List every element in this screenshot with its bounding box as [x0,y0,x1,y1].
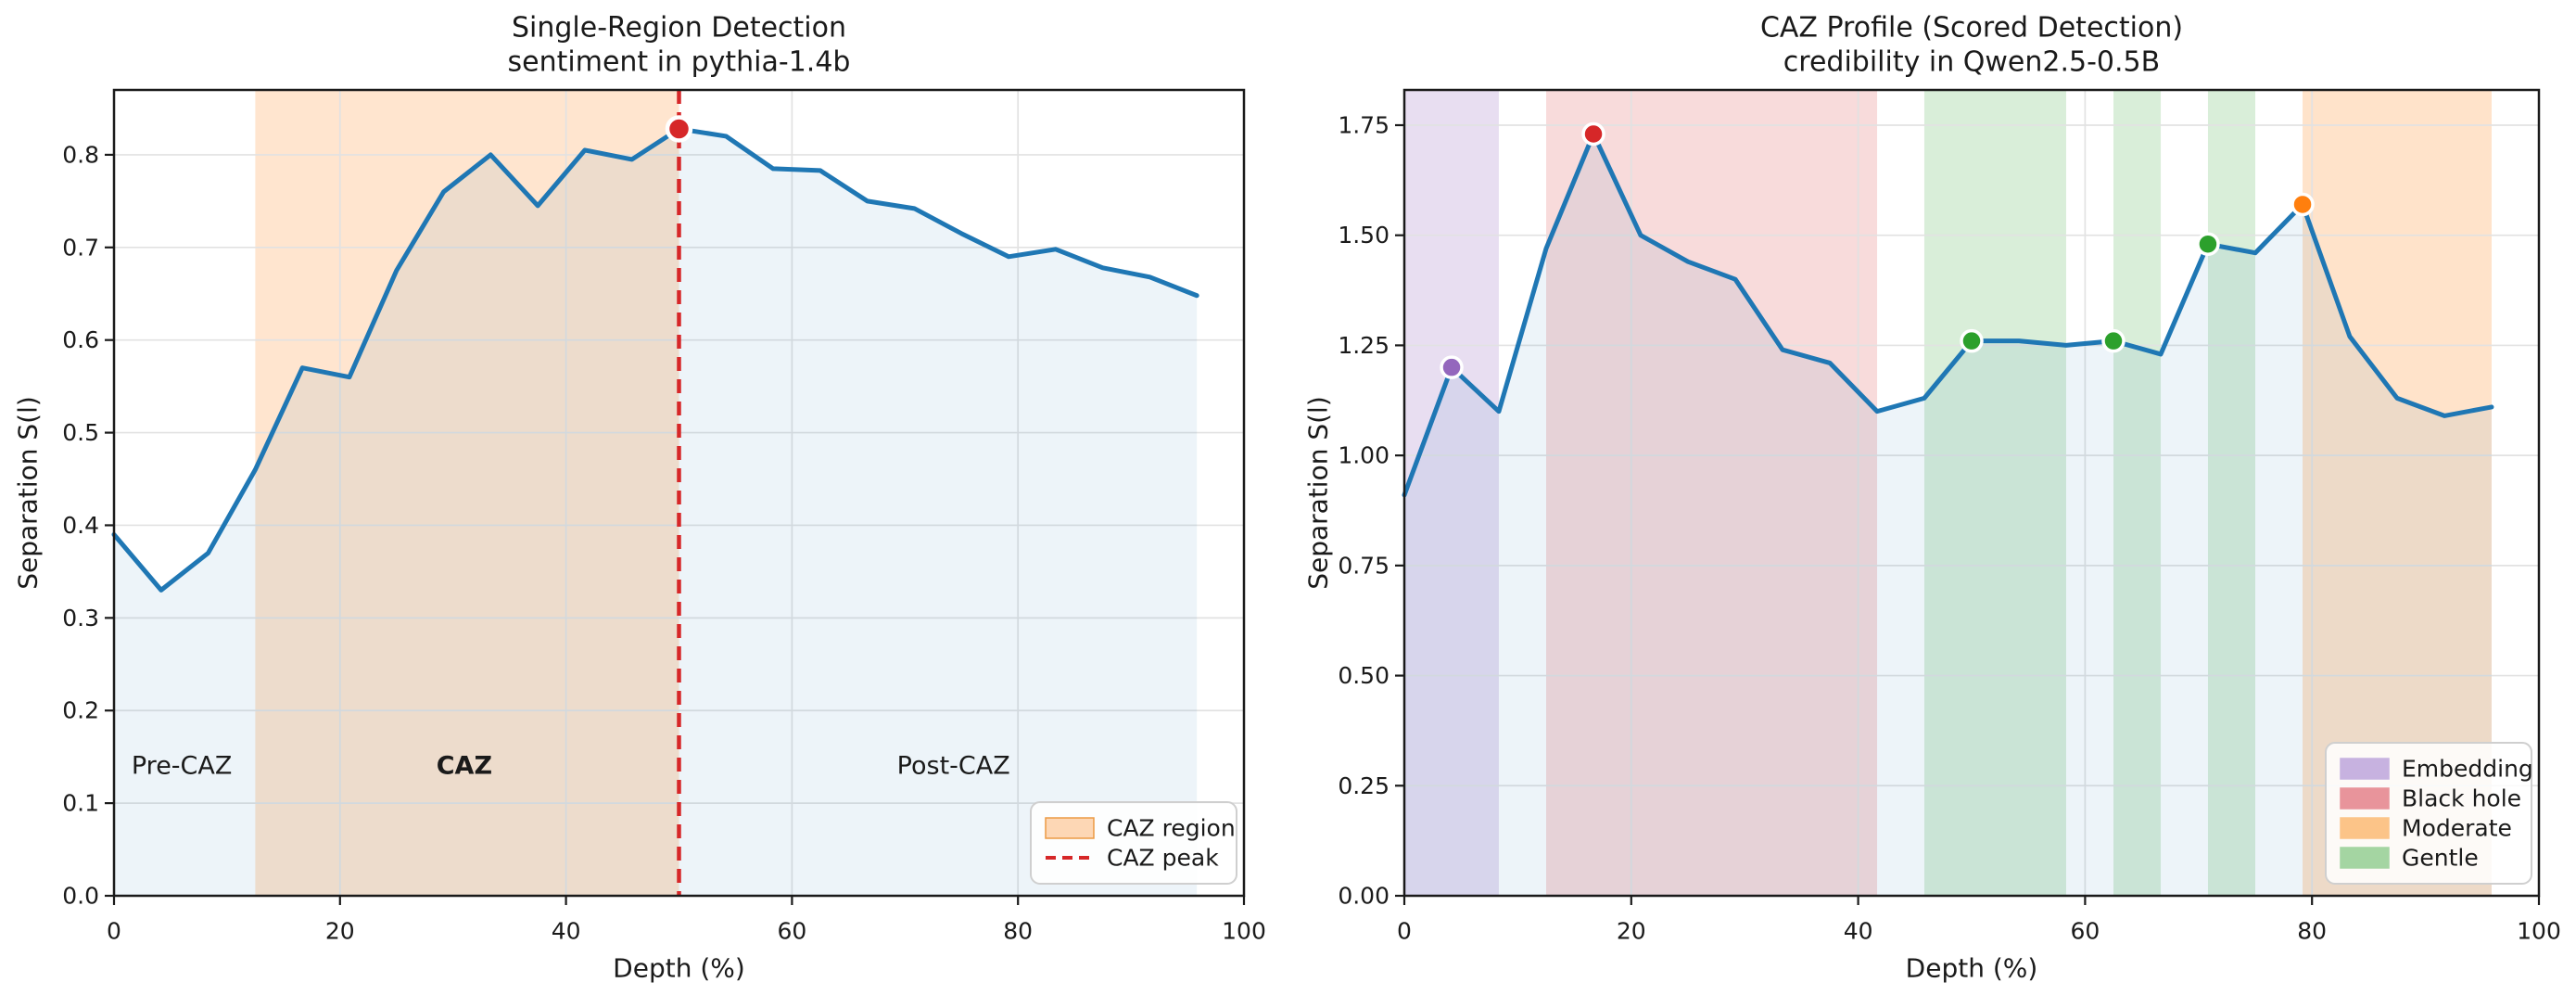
band-gentle-3 [2113,90,2162,896]
x-tick-label: 40 [1844,918,1873,945]
x-tick-label: 100 [2517,918,2561,945]
y-tick-label: 0.75 [1338,552,1390,579]
caz-peak-marker [665,115,693,143]
moderate-marker [2290,192,2315,217]
annotation-post-caz: Post-CAZ [897,752,1010,781]
y-tick-label: 1.25 [1338,332,1390,359]
x-tick-label: 80 [2297,918,2327,945]
y-tick-label: 0.00 [1338,883,1390,910]
series-line [1402,131,2494,498]
y-tick-label: 1.75 [1338,111,1390,138]
annotation-pre-caz: Pre-CAZ [132,752,233,781]
legend-swatch-gentle [2340,847,2390,869]
y-tick-label: 0.3 [62,605,99,631]
annotation-caz: CAZ [437,752,492,781]
band-embedding-0 [1404,90,1499,896]
axes-frame [112,88,1246,898]
y-tick-label: 0.4 [62,512,99,539]
gentle-marker-1 [1960,328,1984,353]
x-tick-label: 0 [107,918,121,945]
band-caz-region-0 [255,90,679,896]
y-tick-label: 0.25 [1338,772,1390,799]
band-gentle-4 [2207,90,2255,896]
gentle-marker-2 [2101,328,2126,353]
y-tick-label: 0.2 [62,697,99,724]
legend-label-moderate: Moderate [2402,815,2512,842]
y-axis-label: Separation S(l) [13,396,44,590]
series-area-fill [114,128,1198,896]
y-tick-label: 0.1 [62,790,99,817]
legend-label-caz-peak: CAZ peak [1107,845,1219,872]
x-axis-label: Depth (%) [1906,953,2038,984]
chart-title: CAZ Profile (Scored Detection) [1760,12,2183,45]
legend-box [1030,801,1237,885]
legend-swatch-embedding [2340,758,2390,780]
y-tick-label: 1.00 [1338,442,1390,469]
legend-label-caz-region: CAZ region [1107,815,1236,842]
x-tick-label: 40 [552,918,581,945]
legend-swatch-caz-region [1045,817,1095,839]
band-gentle-2 [1923,90,2066,896]
y-tick-label: 0.0 [62,883,99,910]
y-tick-label: 0.5 [62,419,99,446]
legend-label-gentle: Gentle [2402,845,2479,872]
legend-label-black-hole: Black hole [2402,785,2521,812]
chart-title: Single-Region Detection [512,12,846,45]
chart-subtitle: sentiment in pythia-1.4b [508,46,851,79]
band-black-hole-1 [1546,90,1878,896]
chart-subtitle: credibility in Qwen2.5-0.5B [1783,46,2160,79]
blackhole-marker [1581,121,1605,147]
x-axis-label: Depth (%) [613,953,745,984]
x-tick-label: 20 [1617,918,1646,945]
legend-swatch-moderate [2340,817,2390,839]
x-tick-label: 0 [1397,918,1412,945]
x-tick-label: 20 [325,918,355,945]
axes-frame [1402,88,2541,898]
y-axis-label: Separation S(l) [1303,396,1334,590]
embedding-marker [1440,355,1464,379]
x-tick-label: 100 [1222,918,1266,945]
legend-swatch-black-hole [2340,787,2390,810]
legend-label-embedding: Embedding [2402,756,2533,783]
x-tick-label: 60 [2070,918,2100,945]
y-tick-label: 0.50 [1338,662,1390,689]
series-line [111,126,1199,593]
x-tick-label: 80 [1003,918,1033,945]
legend: CAZ region CAZ peak [1030,801,1237,885]
x-tick-label: 60 [777,918,806,945]
y-tick-label: 0.8 [62,141,99,168]
y-tick-label: 1.50 [1338,222,1390,249]
y-tick-label: 0.7 [62,234,99,261]
gentle-marker-3 [2196,232,2220,256]
chart-caz-profile-scored-detection: 0 20 40 60 80 100 0.00 0.25 0.50 0.75 1.00 1.25 1.50… [1303,12,2561,984]
y-tick-label: 0.6 [62,326,99,353]
series-area-fill [1404,134,2492,897]
chart-single-region-detection: Pre-CAZ CAZ Post-CAZ 0 20 40 60 80 100 0.0 0.1 0.2 0… [13,12,1266,984]
